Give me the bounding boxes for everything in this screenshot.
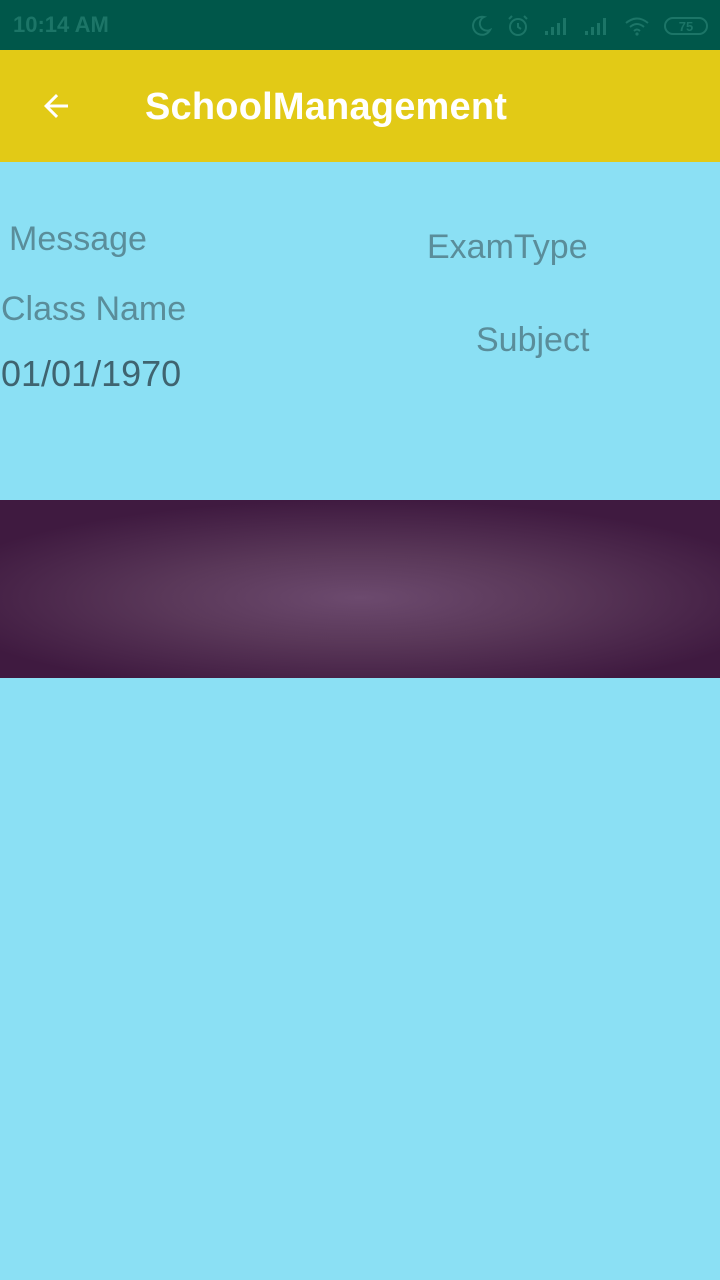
date-value: 01/01/1970: [1, 353, 182, 394]
status-time: 10:14 AM: [13, 12, 109, 37]
status-bar: 10:14 AM 75: [0, 0, 720, 50]
subject-label: Subject: [476, 321, 590, 359]
arrow-back-icon: [44, 94, 68, 118]
page-title: SchoolManagement: [145, 86, 508, 128]
message-label: Message: [9, 220, 147, 258]
status-icons: 75: [470, 12, 708, 40]
exam-type-label: ExamType: [427, 228, 588, 266]
signal-icon: [545, 18, 566, 35]
banner-image: [0, 500, 720, 678]
signal-icon: [585, 18, 606, 35]
app-bar: SchoolManagement: [0, 50, 720, 162]
battery-icon: 75: [664, 17, 708, 35]
message-card[interactable]: Message Class Name 01/01/1970 ExamType S…: [0, 162, 720, 500]
back-button[interactable]: [24, 74, 88, 138]
alarm-icon: [508, 15, 528, 36]
class-name-label: Class Name: [1, 290, 187, 328]
wifi-icon: [625, 17, 649, 36]
moon-icon: [472, 15, 492, 36]
